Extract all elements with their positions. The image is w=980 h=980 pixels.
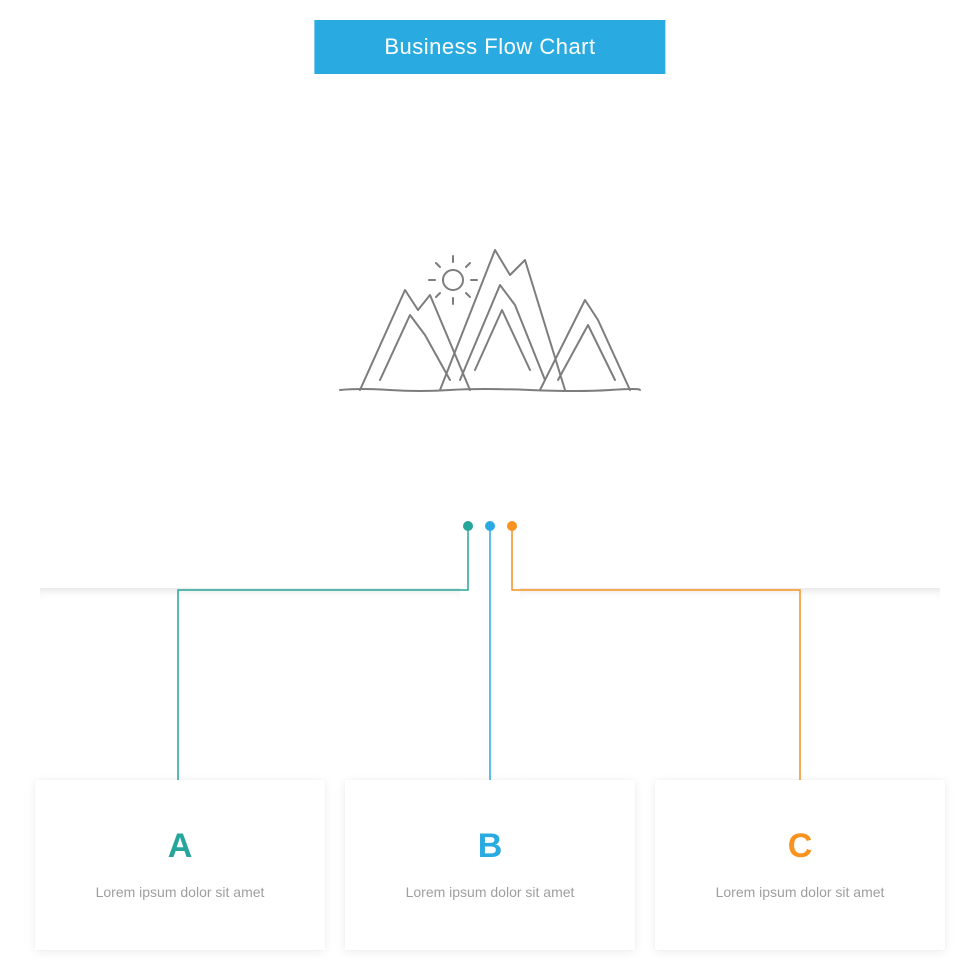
card-description: Lorem ipsum dolor sit amet: [96, 882, 265, 903]
connector-line: [512, 526, 800, 780]
mountain-sun-icon: [330, 230, 650, 410]
title-bar: Business Flow Chart: [314, 20, 665, 74]
flow-card: B Lorem ipsum dolor sit amet: [345, 780, 635, 950]
connector-line: [178, 526, 468, 780]
flow-card: C Lorem ipsum dolor sit amet: [655, 780, 945, 950]
card-letter: A: [168, 827, 193, 866]
cards-row: A Lorem ipsum dolor sit amet B Lorem ipsum …: [0, 780, 980, 950]
flow-card: A Lorem ipsum dolor sit amet: [35, 780, 325, 950]
title-text: Business Flow Chart: [384, 34, 595, 59]
card-letter: C: [788, 827, 813, 866]
card-letter: B: [478, 827, 503, 866]
card-description: Lorem ipsum dolor sit amet: [406, 882, 575, 903]
card-description: Lorem ipsum dolor sit amet: [716, 882, 885, 903]
flow-connectors: [0, 520, 980, 820]
